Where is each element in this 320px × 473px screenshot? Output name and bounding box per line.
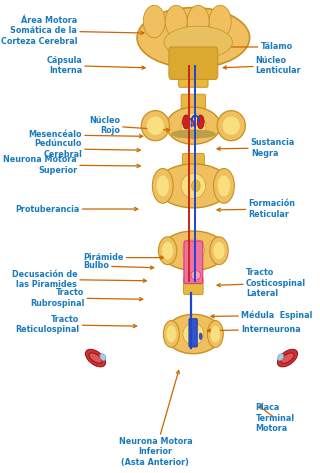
Ellipse shape [199,333,202,340]
Ellipse shape [164,26,232,59]
Ellipse shape [191,180,200,192]
Ellipse shape [211,326,220,342]
Text: Tracto
Reticulospinal: Tracto Reticulospinal [15,315,137,334]
Text: Tracto
Costicospinal
Lateral: Tracto Costicospinal Lateral [217,268,306,298]
Text: Interneurona: Interneurona [207,325,301,334]
Ellipse shape [89,353,102,363]
FancyBboxPatch shape [181,94,205,110]
Text: Placa
Terminal
Motora: Placa Terminal Motora [256,403,295,433]
Ellipse shape [165,315,221,354]
Text: Neurona Motora
Inferior
(Asta Anterior): Neurona Motora Inferior (Asta Anterior) [118,370,192,466]
Ellipse shape [181,113,205,139]
Text: Sustancia
Negra: Sustancia Negra [217,138,295,158]
FancyBboxPatch shape [182,153,204,170]
Ellipse shape [182,239,204,262]
Text: Protuberancia: Protuberancia [15,204,138,213]
Ellipse shape [158,237,177,264]
Text: Tálamo: Tálamo [226,43,293,52]
Ellipse shape [213,242,225,260]
Ellipse shape [157,175,169,196]
Ellipse shape [281,353,294,363]
Text: Cápsula
Interna: Cápsula Interna [46,56,145,75]
Ellipse shape [197,115,204,129]
Text: Núcleo
Rojo: Núcleo Rojo [89,116,170,135]
Ellipse shape [157,164,230,208]
Text: Mesencéalo: Mesencéalo [28,131,143,140]
Ellipse shape [190,122,193,128]
Ellipse shape [191,271,201,280]
Ellipse shape [217,111,245,141]
Ellipse shape [143,5,165,38]
Ellipse shape [194,122,196,128]
Ellipse shape [162,242,173,260]
Ellipse shape [181,173,205,199]
Text: Decusación de
las Piramides: Decusación de las Piramides [12,270,146,289]
Ellipse shape [147,116,164,135]
Ellipse shape [165,5,187,38]
Ellipse shape [85,349,106,367]
Ellipse shape [141,111,170,141]
Ellipse shape [223,116,240,135]
Text: Tracto
Rubrospinal: Tracto Rubrospinal [30,288,143,307]
Ellipse shape [207,321,223,348]
Text: Pirámide: Pirámide [83,253,164,262]
Text: Área Motora
Somática de la
Corteza Cerebral: Área Motora Somática de la Corteza Cereb… [1,16,144,46]
Ellipse shape [161,231,226,271]
Ellipse shape [277,349,298,367]
Ellipse shape [210,237,228,264]
Ellipse shape [183,115,189,129]
Text: Pedúnculo
Cerebral: Pedúnculo Cerebral [35,139,140,158]
Ellipse shape [171,130,215,138]
Ellipse shape [209,5,231,38]
Ellipse shape [166,326,176,342]
Ellipse shape [164,321,179,348]
Ellipse shape [137,8,250,68]
Ellipse shape [218,175,230,196]
FancyBboxPatch shape [184,241,203,283]
Text: Neurona Motora
Superior: Neurona Motora Superior [4,155,140,175]
Text: Núcleo
Lenticular: Núcleo Lenticular [223,56,301,75]
FancyBboxPatch shape [169,47,218,79]
Text: Bulbo: Bulbo [83,262,154,271]
Ellipse shape [166,107,220,144]
Ellipse shape [152,168,173,203]
Text: Formación
Reticular: Formación Reticular [217,199,295,219]
FancyBboxPatch shape [189,319,197,347]
Ellipse shape [100,354,106,360]
FancyBboxPatch shape [184,277,203,295]
Ellipse shape [187,5,209,38]
Ellipse shape [183,323,204,345]
Ellipse shape [278,354,284,360]
Text: Médula  Espinal: Médula Espinal [211,311,312,320]
FancyBboxPatch shape [179,69,208,87]
Ellipse shape [213,168,234,203]
